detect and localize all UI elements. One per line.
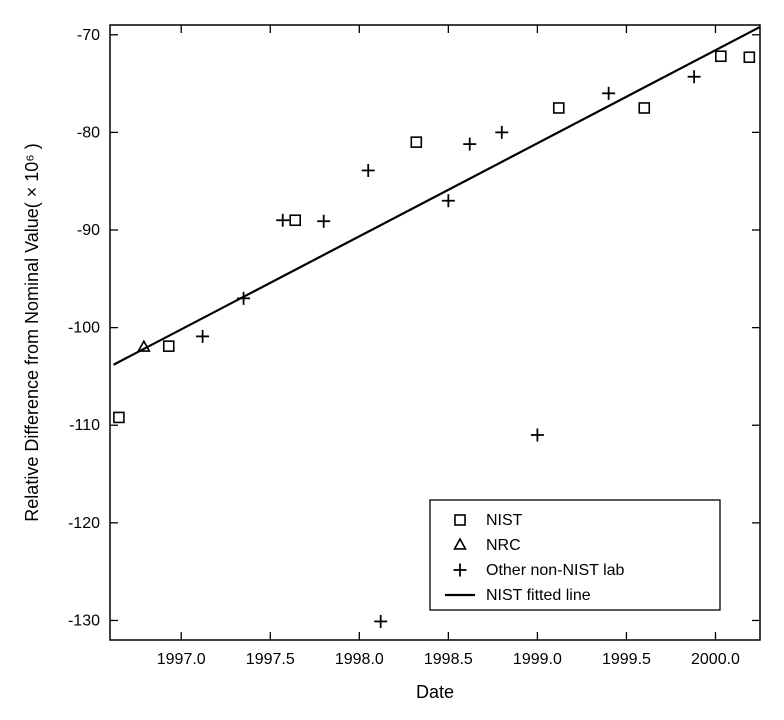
- y-tick-label: -110: [69, 417, 100, 434]
- marker-plus: [463, 138, 476, 151]
- marker-plus: [374, 615, 387, 628]
- marker-square: [554, 103, 564, 113]
- marker-plus: [196, 330, 209, 343]
- y-tick-label: -70: [77, 27, 100, 44]
- y-tick-label: -120: [68, 515, 100, 532]
- x-tick-label: 1999.0: [513, 651, 562, 668]
- legend-item-nist: NIST: [486, 512, 523, 529]
- legend: NIST NRC Other non-NIST lab NIST fitted lin…: [430, 500, 720, 610]
- marker-square: [114, 412, 124, 422]
- x-tick-label: 1997.5: [246, 651, 295, 668]
- legend-item-nrc: NRC: [486, 537, 521, 554]
- marker-plus: [602, 87, 615, 100]
- marker-square: [411, 137, 421, 147]
- marker-plus: [362, 164, 375, 177]
- x-tick-label: 1998.0: [335, 651, 384, 668]
- chart-container: 1997.0 1997.5 1998.0 1998.5 1999.0 1999.5 2000…: [0, 0, 784, 720]
- y-axis-label: Relative Difference from Nominal Value( …: [22, 143, 42, 521]
- y-tick-label: -130: [68, 612, 100, 629]
- marker-square: [639, 103, 649, 113]
- legend-item-fit: NIST fitted line: [486, 587, 591, 604]
- marker-plus: [442, 194, 455, 207]
- x-tick-label: 1999.5: [602, 651, 651, 668]
- marker-square: [716, 51, 726, 61]
- marker-plus: [276, 214, 289, 227]
- marker-plus: [317, 215, 330, 228]
- y-tick-label: -90: [77, 222, 100, 239]
- scatter-chart: 1997.0 1997.5 1998.0 1998.5 1999.0 1999.5 2000…: [0, 0, 784, 720]
- x-tick-label: 1998.5: [424, 651, 473, 668]
- legend-item-other: Other non-NIST lab: [486, 562, 625, 579]
- marker-plus: [495, 126, 508, 139]
- x-axis-label: Date: [416, 682, 454, 702]
- x-tick-label: 2000.0: [691, 651, 740, 668]
- marker-square: [164, 341, 174, 351]
- y-tick-label: -80: [77, 124, 100, 141]
- marker-plus: [688, 70, 701, 83]
- fitted-line: [114, 27, 760, 365]
- marker-square: [290, 215, 300, 225]
- marker-plus: [531, 429, 544, 442]
- x-tick-label: 1997.0: [157, 651, 206, 668]
- y-tick-label: -100: [68, 320, 100, 337]
- marker-square: [744, 52, 754, 62]
